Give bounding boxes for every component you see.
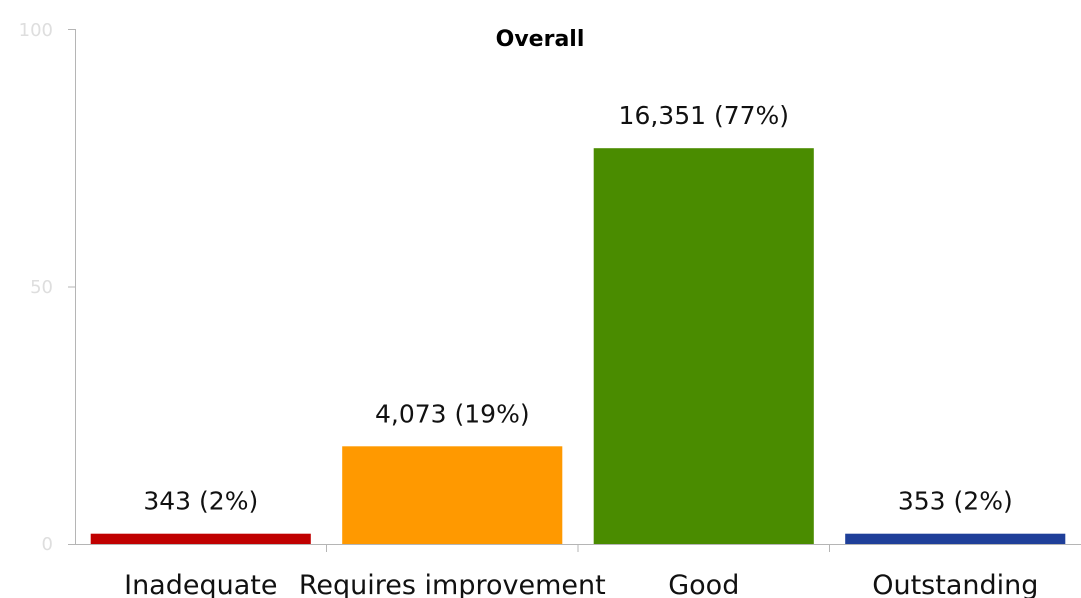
x-tick-labels: Inadequate Requires improvement Good Outsta… bbox=[124, 544, 1038, 598]
x-tick-label-inadequate: Inadequate bbox=[124, 570, 277, 598]
data-label-requires-improvement: 4,073 (19%) bbox=[375, 399, 530, 428]
x-tick-label-requires-improvement: Requires improvement bbox=[299, 570, 606, 598]
y-tick-label-0: 0 bbox=[42, 534, 53, 555]
y-tick-label-100: 100 bbox=[19, 20, 53, 41]
chart-title: Overall bbox=[496, 27, 585, 52]
data-label-outstanding: 353 (2%) bbox=[898, 487, 1013, 516]
y-tick-label-50: 50 bbox=[30, 277, 53, 298]
data-label-good: 16,351 (77%) bbox=[619, 101, 790, 130]
data-label-inadequate: 343 (2%) bbox=[143, 487, 258, 516]
bars-group: 343 (2%) 4,073 (19%) 16,351 (77%) 353 (2%) bbox=[90, 101, 1066, 544]
bar-outstanding bbox=[845, 533, 1066, 544]
bar-inadequate bbox=[90, 533, 311, 544]
bar-requires-improvement bbox=[342, 446, 563, 544]
y-tick-labels: 0 50 100 bbox=[19, 20, 53, 555]
x-tick-label-outstanding: Outstanding bbox=[872, 570, 1038, 598]
bar-good bbox=[593, 148, 814, 544]
x-tick-label-good: Good bbox=[668, 570, 739, 598]
